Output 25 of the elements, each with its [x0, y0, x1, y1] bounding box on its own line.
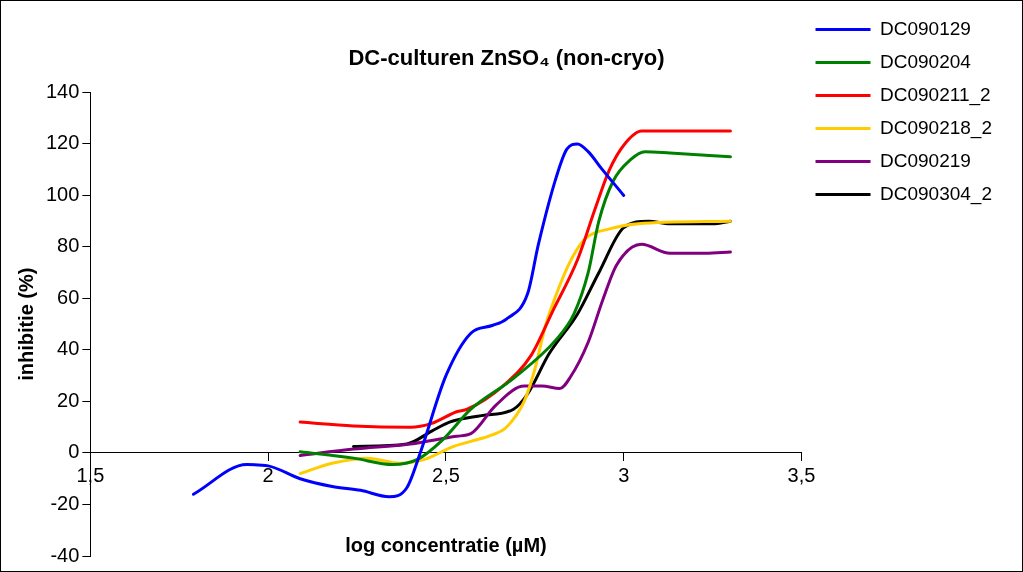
x-tick-label: 3 [618, 464, 630, 487]
y-tick-label: -20 [50, 492, 80, 514]
legend-label: DC090219 [880, 149, 971, 171]
x-tick-label: 2,5 [432, 464, 460, 487]
chart-title: DC-culturen ZnSO₄ (non-cryo) [348, 45, 665, 71]
x-tick-label: 2 [262, 464, 274, 487]
legend-label: DC090218_2 [880, 116, 993, 139]
y-tick-label: 140 [45, 79, 80, 102]
y-tick-label: 20 [57, 388, 80, 411]
y-axis-title: inhibitie (%) [14, 267, 37, 381]
x-tick-label: 3,5 [787, 464, 816, 487]
y-tick-label: 60 [57, 285, 80, 308]
legend-label: DC090204 [880, 50, 972, 72]
line-series [298, 150, 732, 467]
y-tick-label: -40 [50, 543, 80, 566]
line-series [298, 242, 732, 458]
legend-label: DC090211_2 [880, 83, 991, 106]
x-axis-title: log concentratie (µM) [345, 533, 547, 556]
y-tick-label: 120 [45, 131, 80, 154]
y-tick-label: 80 [57, 234, 80, 257]
y-tick-label: 40 [57, 337, 80, 360]
y-tick-label: 100 [45, 182, 80, 205]
legend-label: DC090129 [880, 17, 971, 39]
y-tick-label: 0 [68, 440, 80, 463]
legend-label: DC090304_2 [880, 182, 993, 205]
